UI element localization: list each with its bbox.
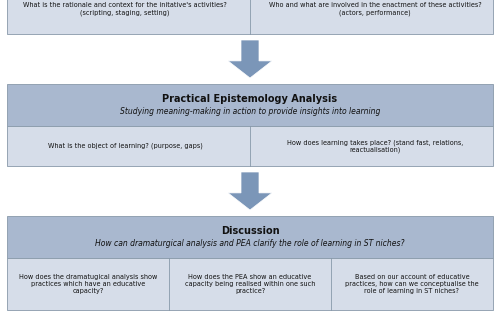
Text: Studying meaning-making in action to provide insights into learning: Studying meaning-making in action to pro…: [120, 107, 380, 117]
Bar: [7, 258, 493, 310]
Text: What is the rationale and context for the initative's activities?
(scripting, st: What is the rationale and context for th…: [23, 2, 227, 16]
Text: How does learning takes place? (stand fast, relations,
reactualisation): How does learning takes place? (stand fa…: [287, 139, 463, 153]
Bar: [7, 216, 493, 258]
Bar: [7, 126, 493, 166]
Text: Based on our account of educative
practices, how can we conceptualise the
role o: Based on our account of educative practi…: [345, 274, 479, 294]
Bar: [7, 84, 493, 126]
Text: Who and what are involved in the enactment of these activities?
(actors, perform: Who and what are involved in the enactme…: [268, 2, 482, 16]
Bar: [7, 0, 493, 34]
Text: What is the object of learning? (purpose, gaps): What is the object of learning? (purpose…: [48, 143, 203, 149]
Text: How can dramaturgical analysis and PEA clarify the role of learning in ST niches: How can dramaturgical analysis and PEA c…: [95, 240, 405, 249]
Text: Practical Epistemology Analysis: Practical Epistemology Analysis: [162, 94, 338, 104]
Polygon shape: [228, 40, 272, 78]
Text: How does the PEA show an educative
capacity being realised within one such
pract: How does the PEA show an educative capac…: [185, 274, 315, 294]
Polygon shape: [228, 172, 272, 210]
Text: How does the dramatugical analysis show
practices which have an educative
capaci: How does the dramatugical analysis show …: [19, 274, 157, 294]
Text: Discussion: Discussion: [220, 226, 280, 236]
